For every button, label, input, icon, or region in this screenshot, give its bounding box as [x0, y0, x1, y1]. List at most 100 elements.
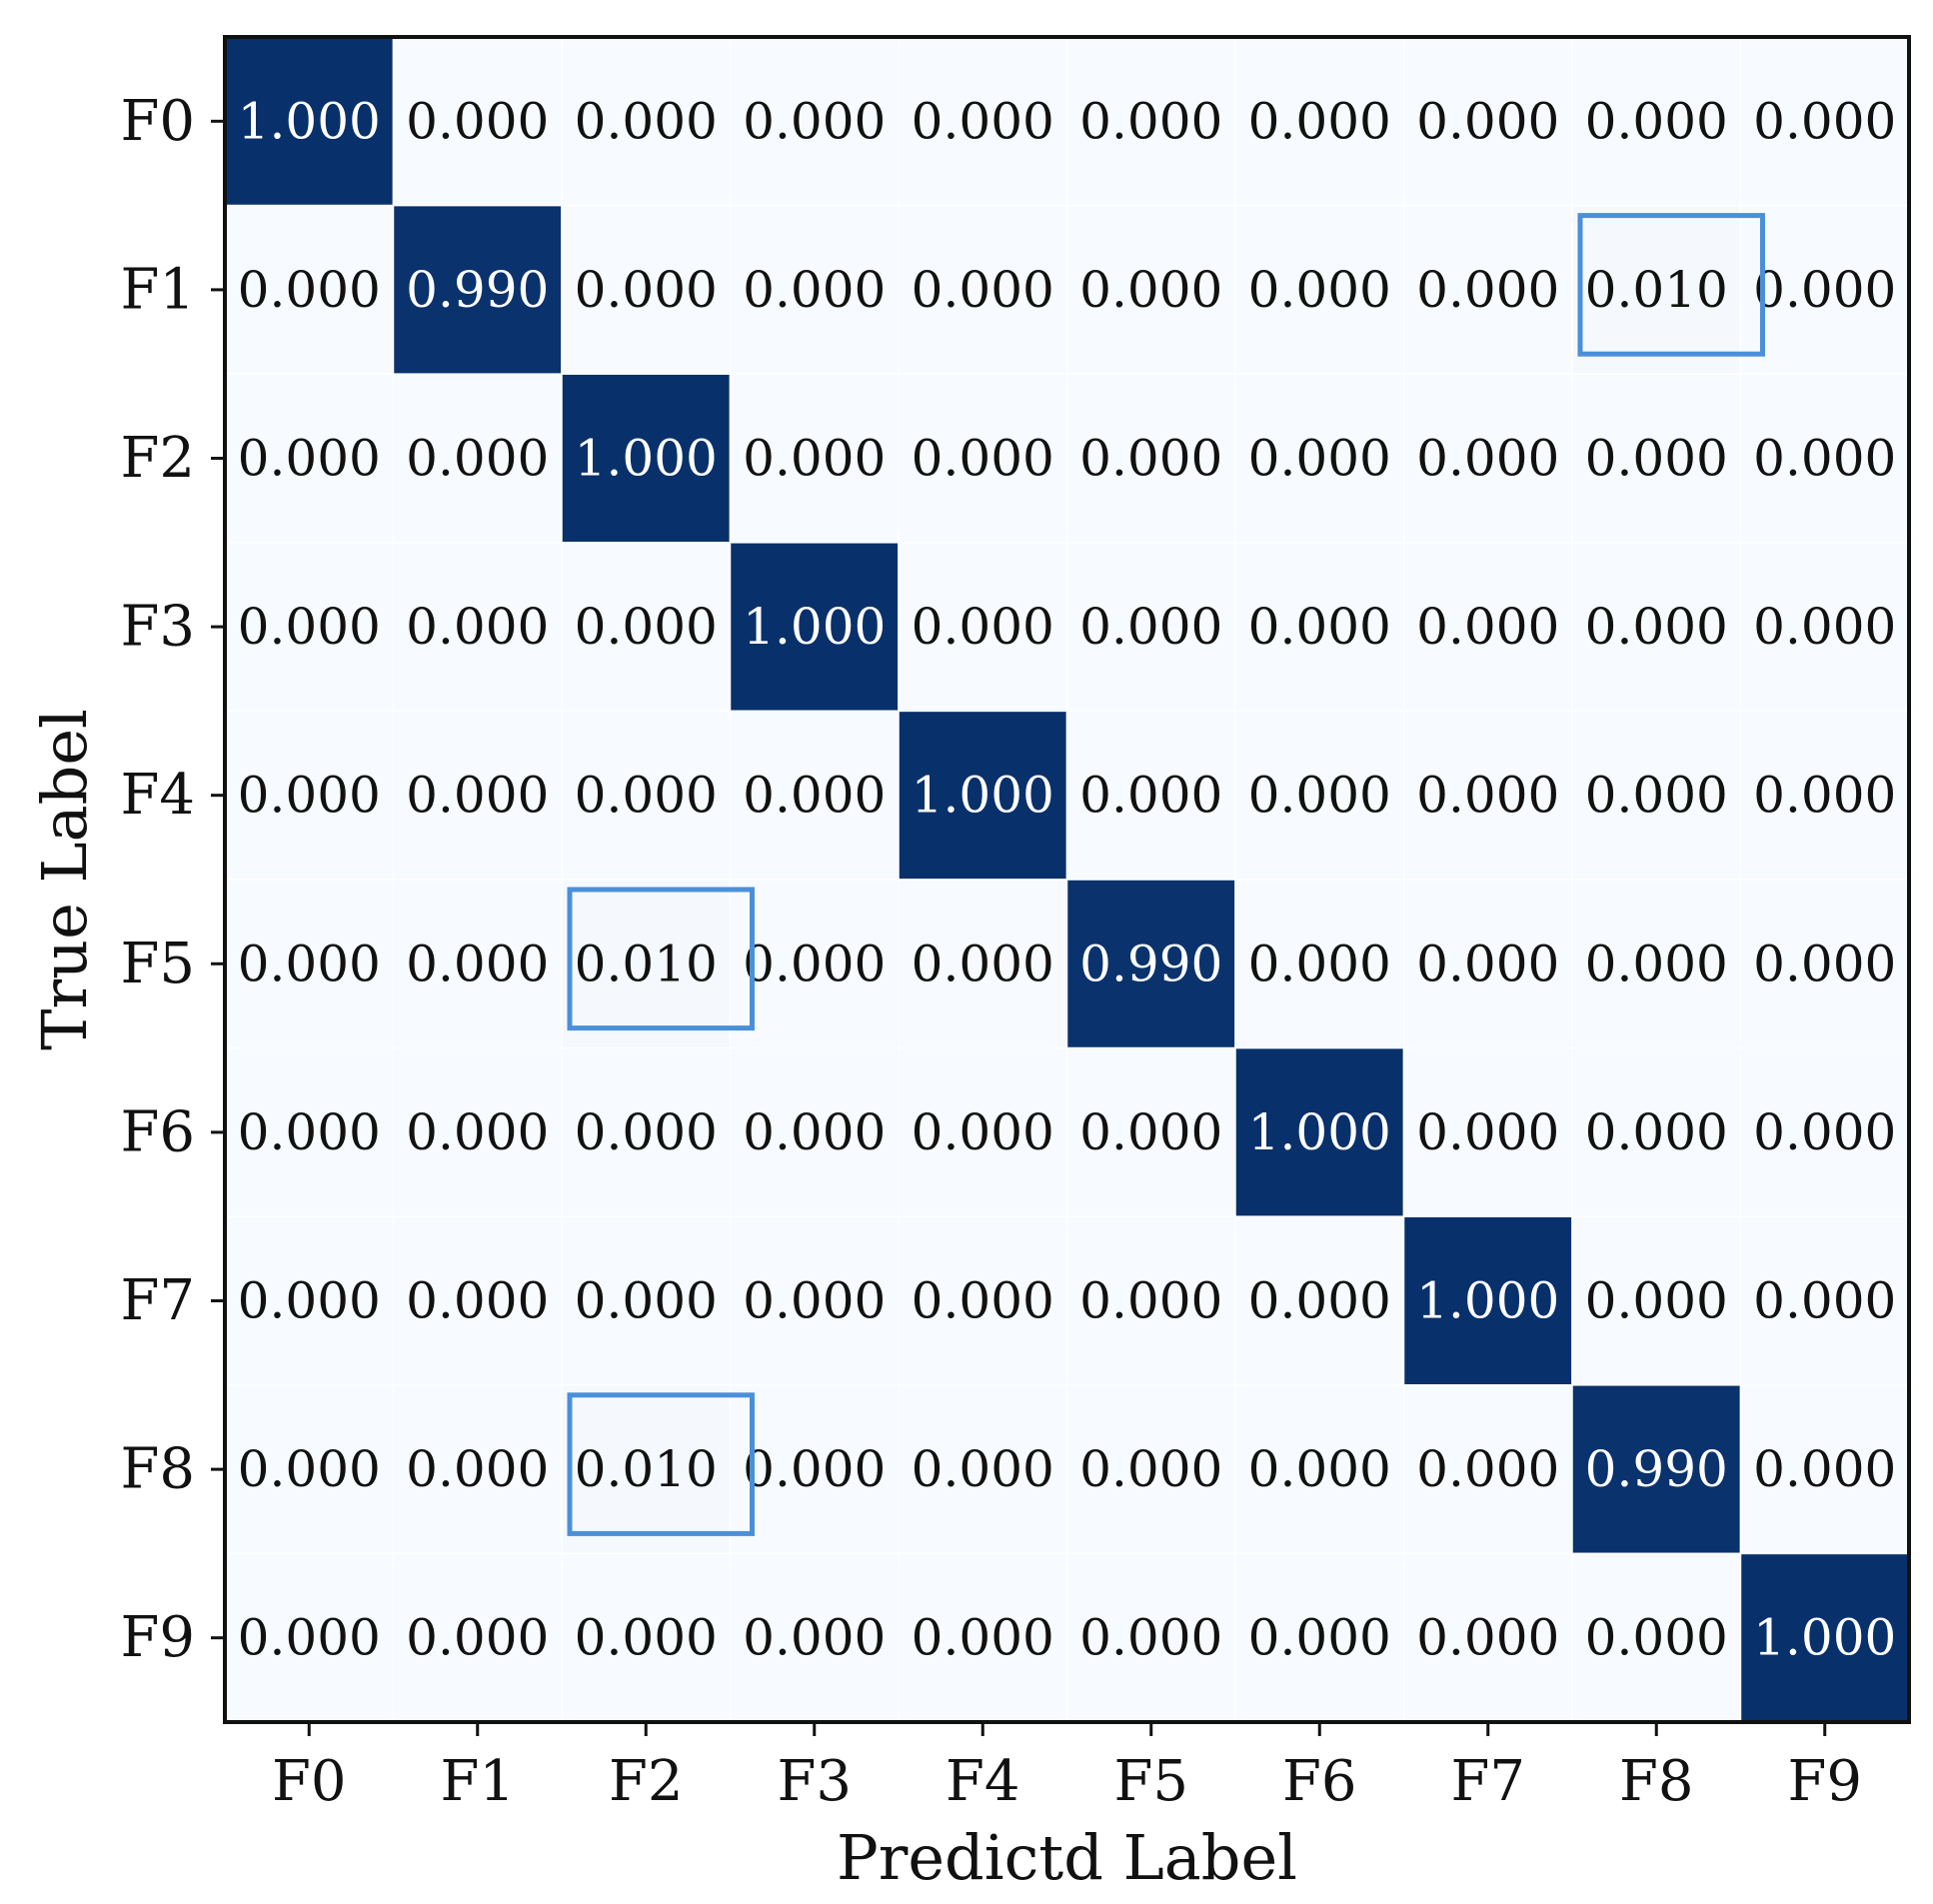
heatmap-cell — [1739, 1215, 1910, 1386]
heatmap-cell — [1739, 1384, 1910, 1555]
heatmap-cell — [392, 710, 563, 881]
cell-value-label: 0.000 — [1079, 1272, 1222, 1330]
cell-value-label: 0.000 — [743, 430, 886, 488]
heatmap-cell — [392, 1215, 563, 1386]
cell-value-label: 0.000 — [406, 430, 549, 488]
heatmap-cell — [1739, 1046, 1910, 1217]
cell-value-label: 0.000 — [238, 1609, 381, 1667]
cell-value-label: 0.000 — [743, 1609, 886, 1667]
y-tick-label: F0 — [121, 89, 195, 154]
cell-value-label: 0.000 — [1079, 430, 1222, 488]
heatmap-cell — [1571, 1046, 1742, 1217]
cell-value-label: 0.000 — [406, 1440, 549, 1498]
cell-value-label: 0.000 — [1248, 1609, 1391, 1667]
cell-value-label: 0.010 — [575, 935, 718, 992]
cell-value-label: 0.000 — [1753, 767, 1896, 825]
x-tick-label: F3 — [778, 1749, 852, 1814]
heatmap-cell — [1234, 1384, 1405, 1555]
cell-value-label: 0.000 — [1585, 1609, 1728, 1667]
cell-value-label: 0.000 — [912, 1272, 1054, 1330]
x-tick-label: F5 — [1114, 1749, 1188, 1814]
heatmap-cell — [1234, 204, 1405, 375]
cell-value-label: 0.000 — [1416, 261, 1559, 319]
heatmap-cell — [1065, 1552, 1236, 1723]
y-tick-label: F1 — [121, 257, 195, 322]
cell-value-label: 0.000 — [1416, 767, 1559, 825]
heatmap-cell — [1402, 1552, 1573, 1723]
cell-value-label: 0.000 — [238, 1440, 381, 1498]
heatmap-cell — [224, 542, 395, 713]
cell-value-label: 0.000 — [575, 261, 718, 319]
heatmap-cell — [1571, 1215, 1742, 1386]
heatmap-cell — [729, 879, 900, 1049]
heatmap-cell — [1739, 373, 1910, 544]
heatmap-cell — [224, 879, 395, 1049]
y-tick-label: F7 — [121, 1268, 195, 1333]
heatmap-cell — [898, 1384, 1068, 1555]
cell-value-label: 0.000 — [575, 598, 718, 656]
heatmap-cell — [729, 542, 900, 713]
cell-value-label: 0.000 — [1753, 598, 1896, 656]
highlight-boxes — [567, 213, 1765, 1536]
heatmap-cell — [898, 1046, 1068, 1217]
heatmap-cell — [729, 36, 900, 207]
cell-value-label: 0.000 — [743, 92, 886, 150]
cell-value-label: 0.000 — [1753, 261, 1896, 319]
cell-value-label: 0.000 — [912, 1609, 1054, 1667]
heatmap-cell — [1402, 36, 1573, 207]
cell-value-label: 0.000 — [1585, 935, 1728, 992]
heatmap-cell — [1739, 1552, 1910, 1723]
x-tick-label: F7 — [1451, 1749, 1525, 1814]
cell-value-label: 0.000 — [1248, 261, 1391, 319]
heatmap-cell — [1571, 373, 1742, 544]
heatmap-cell — [1739, 879, 1910, 1049]
heatmap-cell — [392, 373, 563, 544]
cell-value-label: 0.000 — [1753, 430, 1896, 488]
cell-value-label: 0.000 — [1079, 1103, 1222, 1161]
cell-value-label: 0.000 — [1753, 1103, 1896, 1161]
heatmap-cell — [898, 373, 1068, 544]
cell-value-label: 0.000 — [912, 1103, 1054, 1161]
heatmap-cell — [561, 879, 732, 1049]
heatmap-cell — [1571, 1384, 1742, 1555]
cell-value-label: 0.000 — [743, 935, 886, 992]
cell-value-label: 0.000 — [406, 1103, 549, 1161]
heatmap-cell — [898, 1215, 1068, 1386]
heatmap-cell — [1739, 36, 1910, 207]
cell-value-label: 0.000 — [1416, 92, 1559, 150]
cell-value-label: 0.990 — [1585, 1440, 1728, 1498]
y-tick-label: F5 — [121, 932, 195, 996]
heatmap-cell — [1234, 710, 1405, 881]
cell-value-label: 0.000 — [238, 767, 381, 825]
y-tick-label: F2 — [121, 426, 195, 491]
cell-value-label: 0.000 — [1753, 935, 1896, 992]
heatmap-cell — [1402, 710, 1573, 881]
cell-value-label: 1.000 — [1248, 1103, 1391, 1161]
heatmap-cell — [729, 1046, 900, 1217]
cell-value-label: 0.000 — [1753, 92, 1896, 150]
cell-value-label: 0.000 — [575, 767, 718, 825]
highlight-box — [1577, 213, 1765, 357]
cell-value-label: 0.000 — [1416, 430, 1559, 488]
cell-value-label: 0.000 — [1248, 598, 1391, 656]
cell-value-label: 0.000 — [406, 767, 549, 825]
cell-value-label: 0.000 — [1416, 1609, 1559, 1667]
heatmap-cell — [898, 710, 1068, 881]
y-tick-label: F8 — [121, 1437, 195, 1502]
cell-value-label: 0.000 — [406, 92, 549, 150]
heatmap-cell — [1402, 542, 1573, 713]
cell-value-label: 0.000 — [575, 1609, 718, 1667]
heatmap-cell — [224, 1552, 395, 1723]
cell-value-label: 0.000 — [1079, 1440, 1222, 1498]
cell-value-label: 0.000 — [575, 1103, 718, 1161]
cell-value-label: 1.000 — [238, 92, 381, 150]
heatmap-cell — [1065, 373, 1236, 544]
y-tick-label: F4 — [121, 763, 195, 828]
cell-value-label: 0.000 — [406, 1609, 549, 1667]
heatmap-cell — [561, 204, 732, 375]
cell-value-label: 0.000 — [1248, 430, 1391, 488]
cell-value-label: 0.000 — [238, 598, 381, 656]
cell-value-label: 0.000 — [1079, 767, 1222, 825]
cell-value-label: 0.000 — [1079, 92, 1222, 150]
